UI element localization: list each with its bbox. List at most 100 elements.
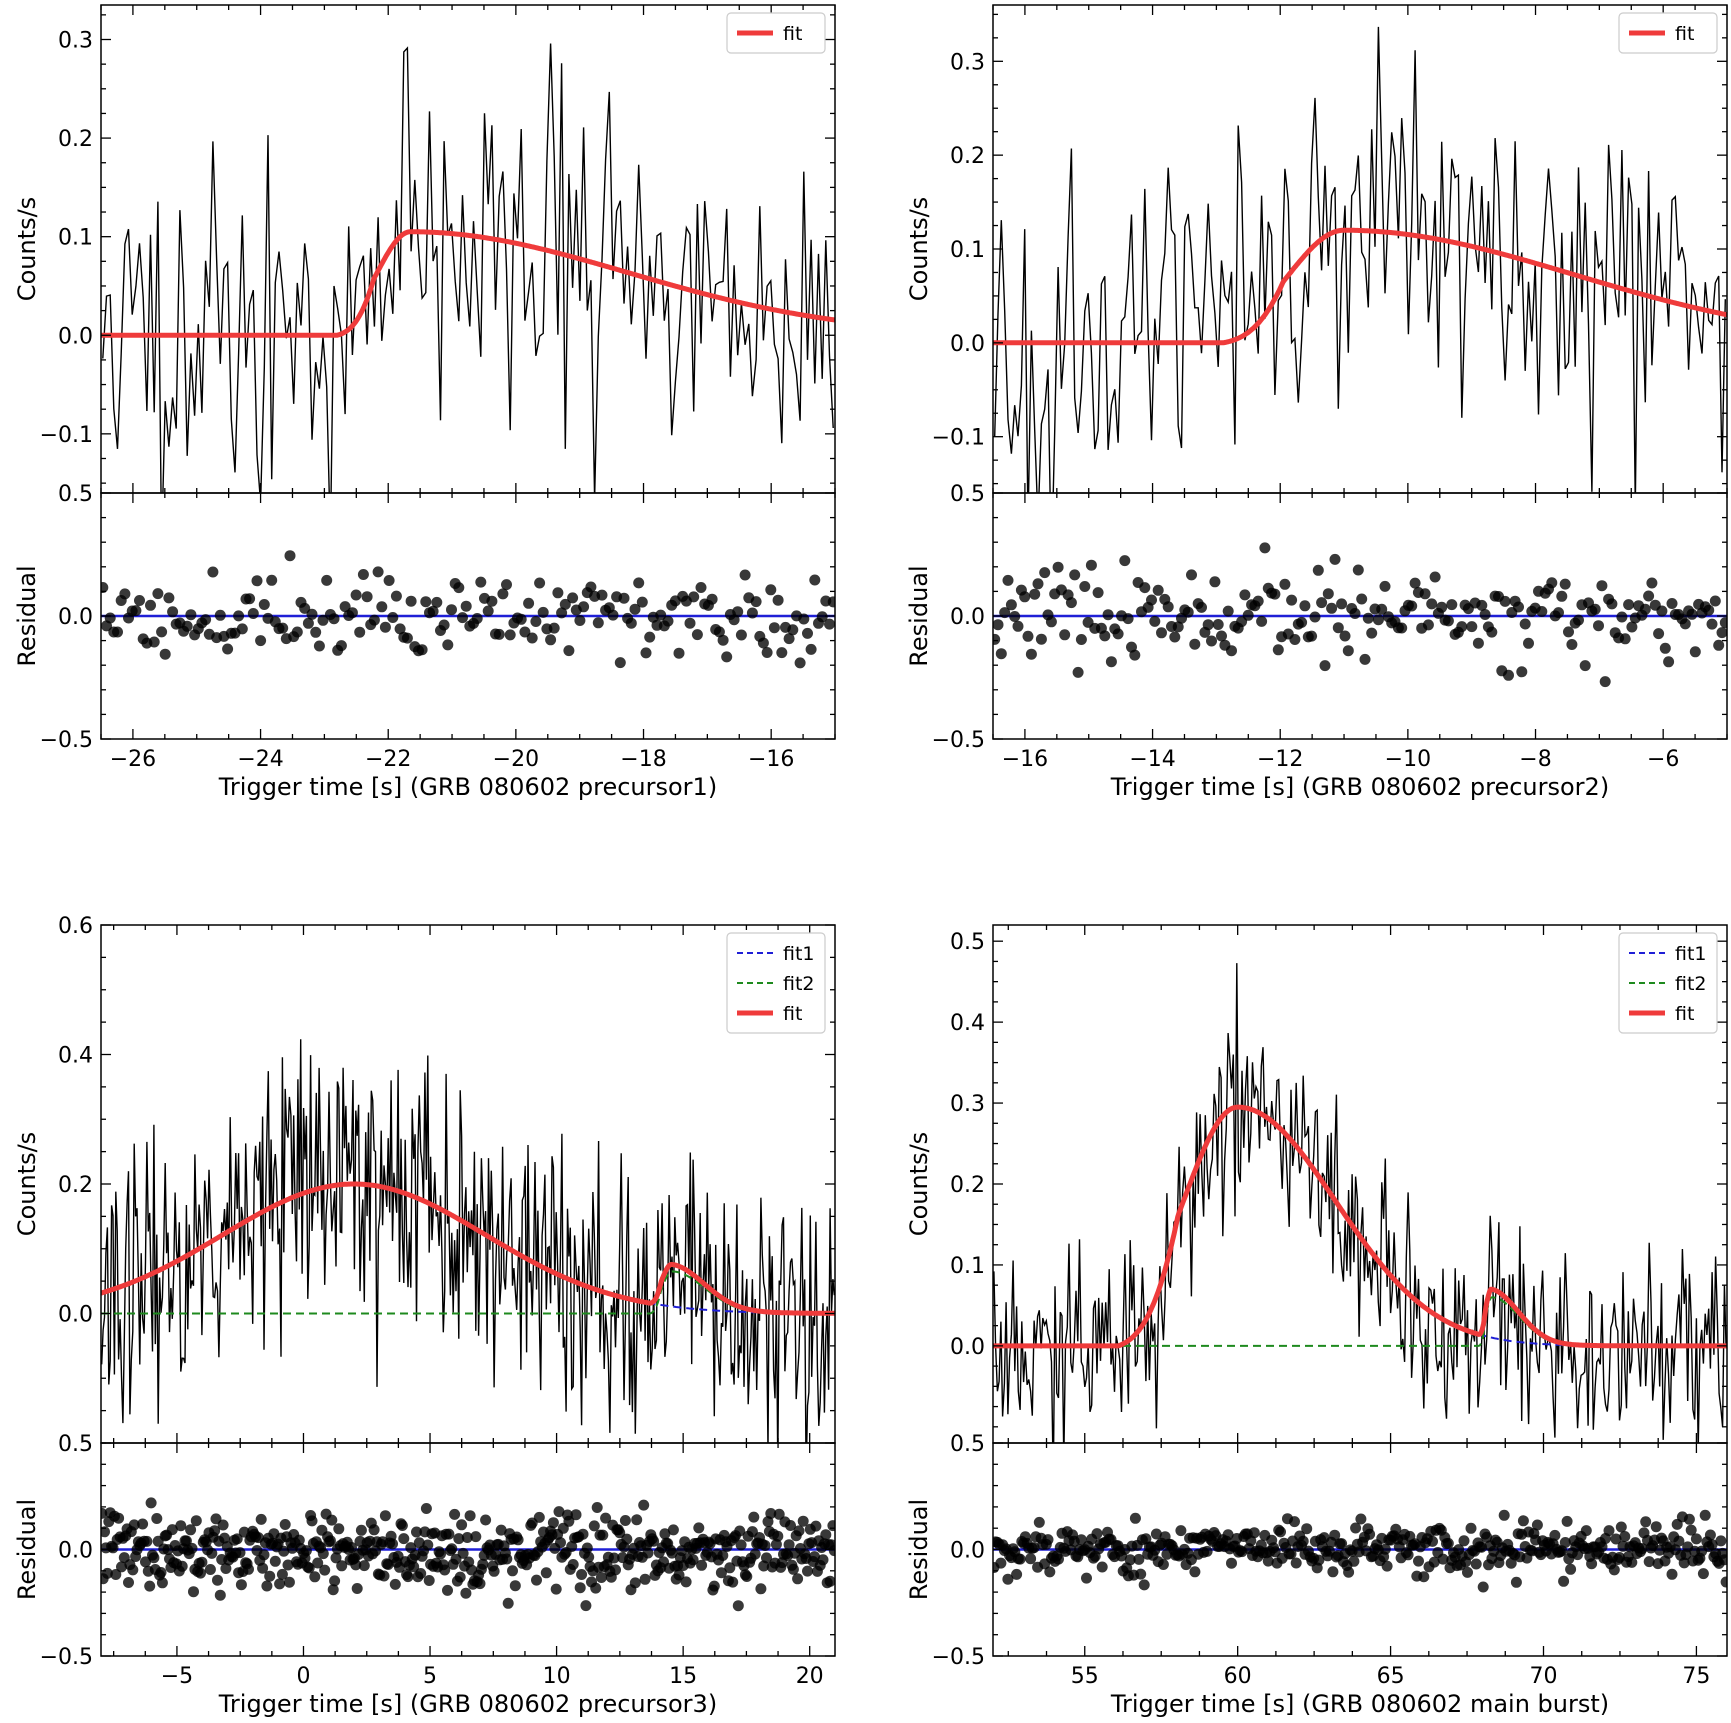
- residual-point: [480, 1514, 492, 1526]
- residual-point: [1426, 598, 1438, 610]
- residual-point: [423, 1575, 435, 1586]
- series-fit-line: [993, 227, 1727, 346]
- residual-point: [828, 1545, 835, 1557]
- residual-point: [995, 1557, 1007, 1569]
- x-tick-label: −22: [365, 747, 411, 772]
- residual-point: [691, 629, 703, 641]
- residual-point: [422, 1539, 434, 1551]
- residual-point: [746, 607, 758, 619]
- y-tick-label: 0.3: [950, 1092, 985, 1117]
- residual-point: [1437, 1553, 1449, 1565]
- main-plot-area: [101, 43, 835, 493]
- residual-point: [717, 1550, 729, 1561]
- residual-point: [1289, 1516, 1300, 1528]
- residual-point: [1332, 622, 1344, 634]
- data-lightcurve-line: [994, 26, 1726, 493]
- residual-point: [328, 613, 340, 625]
- residual-point: [1096, 1561, 1108, 1573]
- residual-point: [750, 596, 762, 608]
- residual-point: [1348, 1555, 1360, 1567]
- residual-point: [497, 588, 509, 600]
- residual-point: [1135, 1568, 1147, 1580]
- residual-point: [1456, 621, 1468, 633]
- residual-point: [1596, 1541, 1608, 1553]
- residual-point: [449, 1508, 461, 1520]
- residual-point: [1313, 1554, 1325, 1566]
- residual-point: [629, 603, 641, 615]
- residual-point: [1039, 567, 1051, 579]
- residual-point: [1699, 1509, 1711, 1521]
- residual-point: [1322, 588, 1334, 600]
- y-tick-label: 0.1: [950, 1254, 985, 1279]
- residual-point: [1429, 571, 1441, 583]
- legend-frame: [726, 932, 826, 1034]
- residual-point: [1559, 1537, 1571, 1548]
- residual-point: [1297, 1535, 1309, 1547]
- residual-axis-label: Residual: [905, 565, 933, 666]
- residual-point: [765, 584, 777, 596]
- residual-point: [1479, 609, 1491, 620]
- residual-point: [555, 1537, 566, 1549]
- residual-point: [435, 1548, 446, 1560]
- residual-point: [1396, 622, 1408, 634]
- residual-point: [765, 1508, 777, 1519]
- residual-point: [556, 607, 568, 619]
- residual-point: [156, 1577, 168, 1589]
- y-tick-label: 0.5: [58, 482, 93, 507]
- residual-point: [727, 1576, 739, 1588]
- y-tick-label: 0.0: [950, 605, 985, 630]
- residual-point: [346, 1542, 357, 1553]
- residual-point: [217, 1519, 229, 1531]
- residual-point: [163, 592, 175, 604]
- residual-point: [1129, 1512, 1141, 1524]
- panel-precursor3: −5 0 5 10 15 20 0.0 0.2 0.4 0.6 0.5 −0.5 0.0 Counts/s…: [13, 914, 836, 1718]
- residual-axis-label: Residual: [13, 1499, 41, 1600]
- residual-point: [1075, 634, 1087, 645]
- residual-point: [1285, 1548, 1297, 1560]
- residual-point: [1099, 630, 1111, 642]
- residual-point: [667, 1524, 679, 1536]
- residual-point: [1379, 580, 1391, 592]
- x-axis-label: Trigger time [s] (GRB 080602 precursor3): [218, 1690, 717, 1718]
- residual-point: [802, 627, 813, 639]
- residual-point: [787, 624, 799, 636]
- residual-point: [1222, 1529, 1234, 1541]
- residual-point: [636, 596, 648, 608]
- residual-point: [1673, 1535, 1685, 1547]
- y-tick-label: 0.6: [58, 914, 93, 939]
- residual-point: [1326, 602, 1338, 614]
- residual-point: [576, 1569, 588, 1580]
- residual-point: [1458, 1535, 1470, 1547]
- residual-point: [1690, 1533, 1702, 1545]
- y-tick-label: 0.2: [950, 144, 985, 169]
- residual-point: [408, 1561, 420, 1573]
- residual-point: [1704, 1529, 1716, 1541]
- y-axis-label: Counts/s: [13, 1132, 41, 1236]
- panels-layer: −26 −24 −22 −20 −18 −16 −0.1 0.0 0.1 0.2 0.3 0.5 −0.…: [13, 4, 1728, 1718]
- residual-point: [827, 596, 835, 608]
- main-plot-area: [993, 963, 1727, 1443]
- x-tick-label: 60: [1224, 1664, 1252, 1689]
- x-axis-label: Trigger time [s] (GRB 080602 main burst): [1110, 1690, 1609, 1718]
- residual-point: [816, 611, 828, 623]
- residual-point: [107, 1542, 119, 1554]
- residual-point: [502, 1597, 514, 1609]
- residual-point: [1476, 1541, 1487, 1553]
- y-tick-label: 0.3: [58, 29, 93, 54]
- residual-point: [278, 1545, 290, 1557]
- y-tick-label: 0.5: [950, 482, 985, 507]
- x-tick-label: −5: [161, 1664, 193, 1689]
- residual-point: [759, 1540, 771, 1551]
- x-tick-label: −16: [748, 747, 794, 772]
- residual-point: [1406, 600, 1418, 612]
- residual-point: [220, 1563, 232, 1574]
- legend: fit1 fit2 fit: [1618, 932, 1718, 1034]
- residual-point: [261, 1580, 273, 1592]
- residual-point: [501, 1553, 513, 1565]
- residual-point: [1419, 588, 1431, 600]
- residual-point: [1329, 553, 1341, 565]
- residual-point: [827, 1520, 835, 1532]
- residual-point: [1390, 1523, 1402, 1535]
- residual-point: [1355, 1513, 1367, 1525]
- residual-point: [460, 1587, 472, 1599]
